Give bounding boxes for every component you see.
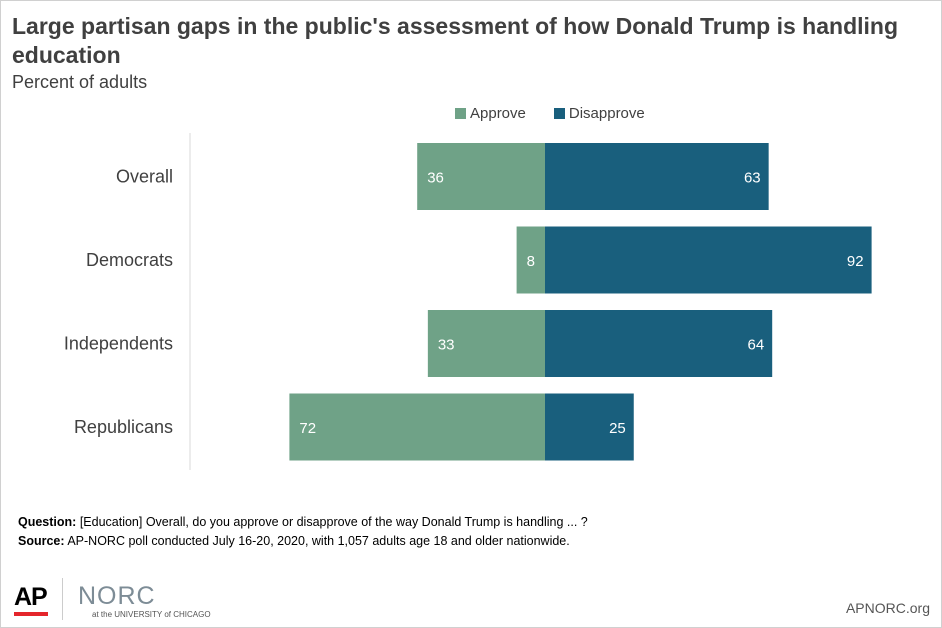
legend-item-approve: Approve (455, 105, 526, 122)
data-label-disapprove-overall: 63 (744, 170, 761, 187)
legend-label-disapprove: Disapprove (568, 105, 645, 122)
question-text: [Education] Overall, do you approve or d… (76, 515, 588, 529)
question-note: Question: [Education] Overall, do you ap… (18, 513, 588, 532)
legend: Approve Disapprove (455, 105, 673, 122)
data-label-approve-independents: 33 (438, 337, 455, 354)
data-label-approve-republicans: 72 (299, 420, 316, 437)
data-label-approve-democrats: 8 (527, 253, 535, 270)
data-label-approve-overall: 36 (427, 170, 444, 187)
data-label-disapprove-democrats: 92 (847, 253, 864, 270)
data-label-disapprove-republicans: 25 (609, 420, 626, 437)
category-label-independents: Independents (64, 334, 173, 354)
data-label-disapprove-independents: 64 (748, 337, 765, 354)
bar-disapprove-republicans (545, 393, 634, 461)
bar-disapprove-overall (545, 143, 769, 210)
bar-approve-democrats (516, 226, 545, 294)
bar-approve-overall (417, 143, 545, 210)
ap-logo: AP (14, 583, 48, 611)
legend-swatch-disapprove (553, 108, 565, 119)
ap-logo-bar (14, 612, 48, 616)
norc-logo: NORC (78, 582, 156, 610)
chart-plot: Overall 36 63 Democrats 8 92 Independents 33 64 R… (64, 133, 872, 470)
legend-label-approve: Approve (470, 105, 526, 122)
chart-title: Large partisan gaps in the public's asse… (12, 13, 899, 68)
source-label: Source: (18, 534, 65, 548)
logo-divider (62, 578, 63, 620)
chart-subtitle: Percent of adults (12, 72, 148, 92)
legend-item-disapprove: Disapprove (553, 105, 645, 122)
source-text: AP-NORC poll conducted July 16-20, 2020,… (64, 534, 570, 548)
bar-approve-independents (427, 310, 545, 377)
site-link[interactable]: APNORC.org (845, 600, 930, 616)
bar-approve-republicans (289, 393, 545, 461)
question-label: Question: (18, 515, 77, 529)
category-label-democrats: Democrats (86, 250, 173, 270)
source-note: Source: AP-NORC poll conducted July 16-2… (18, 532, 588, 551)
chart-notes: Question: [Education] Overall, do you ap… (18, 513, 588, 551)
category-label-republicans: Republicans (74, 417, 173, 437)
bar-disapprove-democrats (545, 226, 872, 294)
bar-disapprove-independents (545, 310, 773, 377)
legend-swatch-approve (455, 108, 466, 119)
category-label-overall: Overall (116, 167, 173, 187)
norc-logo-subtitle: at the UNIVERSITY of CHICAGO (92, 610, 211, 619)
